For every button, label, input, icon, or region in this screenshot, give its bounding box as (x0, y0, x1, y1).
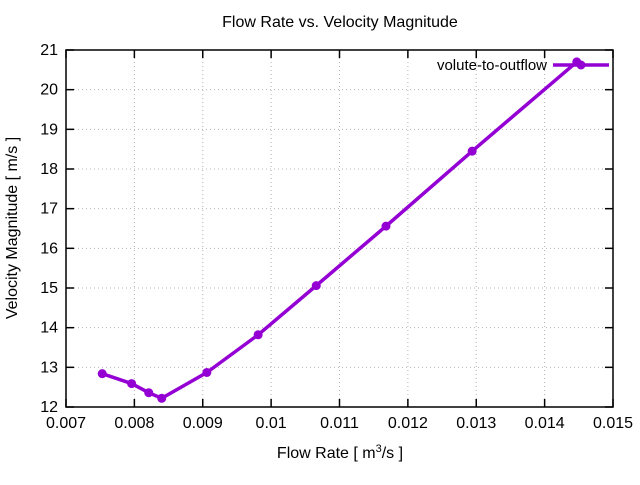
y-tick-label: 16 (40, 240, 58, 257)
x-tick-label: 0.009 (183, 415, 223, 432)
series-line (100, 60, 579, 401)
data-point (144, 388, 154, 398)
data-series (97, 57, 582, 403)
legend-point-marker (576, 60, 586, 70)
x-tick-label: 0.013 (456, 415, 496, 432)
y-tick-label: 13 (40, 359, 58, 376)
y-tick-label: 19 (40, 121, 58, 138)
data-point (157, 393, 167, 403)
data-point (127, 379, 137, 389)
legend-label: volute-to-outflow (437, 57, 547, 74)
data-point (202, 367, 212, 377)
data-point (467, 146, 477, 156)
chart-title: Flow Rate vs. Velocity Magnitude (222, 14, 458, 31)
x-tick-label: 0.007 (46, 415, 86, 432)
y-axis-label: Velocity Magnitude [ m/s ] (4, 137, 21, 319)
y-tick-label: 17 (40, 201, 58, 218)
y-tick-label: 20 (40, 82, 58, 99)
x-tick-label: 0.015 (593, 415, 633, 432)
y-tick-label: 21 (40, 42, 58, 59)
data-point (311, 281, 321, 291)
grid-lines (66, 50, 613, 407)
data-point (381, 221, 391, 231)
x-tick-label: 0.008 (114, 415, 154, 432)
axes: 0.007 0.008 0.009 0.01 0.011 0.012 0.013 0.014 0… (40, 42, 633, 432)
legend: volute-to-outflow (437, 57, 609, 74)
x-axis-label: Flow Rate [ m3/s ] (277, 443, 403, 462)
x-tick-label: 0.011 (320, 415, 359, 432)
x-tick-label: 0.012 (388, 415, 428, 432)
plot-border (65, 49, 614, 408)
y-tick-label: 15 (40, 280, 58, 297)
y-tick-label: 14 (40, 320, 58, 337)
y-tick-label: 18 (40, 161, 58, 178)
data-point (97, 369, 107, 379)
x-tick-label: 0.014 (525, 415, 565, 432)
data-point (253, 330, 263, 340)
x-tick-label: 0.01 (256, 415, 287, 432)
y-tick-label: 12 (40, 399, 58, 416)
